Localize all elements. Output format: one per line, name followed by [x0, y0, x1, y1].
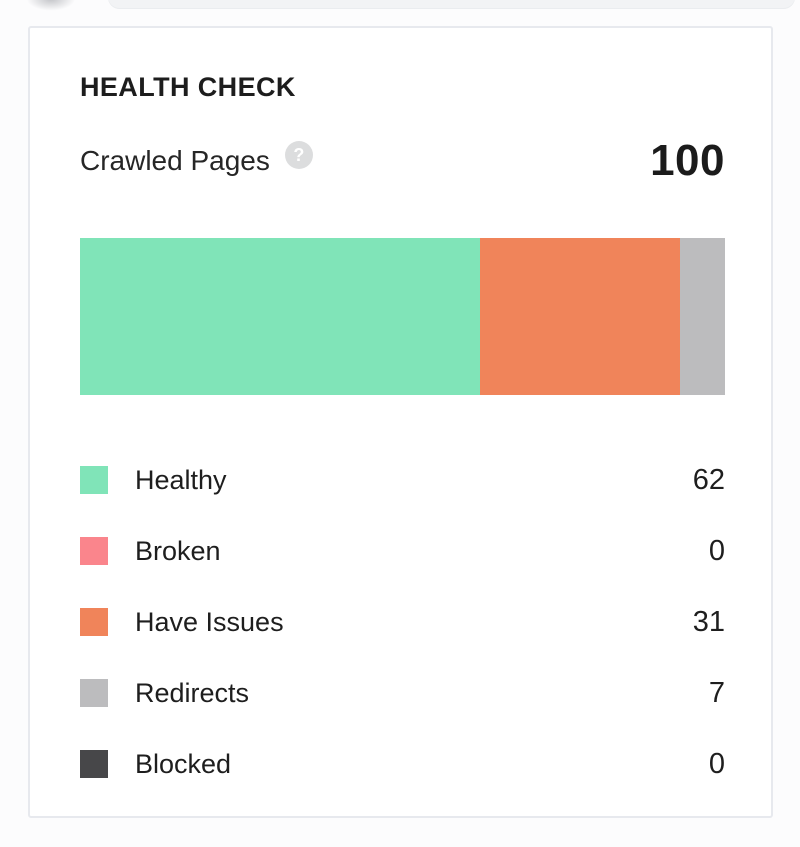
legend-value-broken: 0 [708, 534, 725, 567]
legend-label-redirects: Redirects [135, 677, 250, 708]
bar-segment-redirects[interactable] [679, 238, 725, 395]
legend: Healthy 62 Broken 0 Have Issues 31 Redirects 7 B… [80, 463, 725, 780]
legend-value-blocked: 0 [708, 747, 725, 780]
legend-value-redirects: 7 [708, 676, 725, 709]
card-title: HEALTH CHECK [80, 72, 296, 102]
bar-segment-healthy[interactable] [80, 238, 480, 395]
legend-swatch-have-issues [80, 608, 108, 636]
crawled-pages-row: Crawled Pages ? 100 [80, 136, 725, 185]
crawled-pages-value: 100 [650, 136, 725, 185]
legend-swatch-healthy [80, 466, 108, 494]
legend-value-have-issues: 31 [692, 605, 725, 638]
legend-row-have-issues: Have Issues 31 [80, 605, 725, 638]
legend-swatch-broken [80, 537, 108, 565]
legend-row-healthy: Healthy 62 [80, 463, 725, 496]
stacked-bar [80, 238, 725, 395]
legend-row-blocked: Blocked 0 [80, 747, 725, 780]
legend-row-broken: Broken 0 [80, 534, 725, 567]
legend-swatch-redirects [80, 679, 108, 707]
legend-label-have-issues: Have Issues [135, 606, 284, 637]
crawled-pages-label: Crawled Pages [80, 145, 270, 176]
legend-label-healthy: Healthy [135, 464, 227, 495]
legend-value-healthy: 62 [692, 463, 725, 496]
legend-swatch-blocked [80, 750, 108, 778]
bar-segment-have-issues[interactable] [479, 238, 680, 395]
legend-label-blocked: Blocked [135, 748, 232, 779]
top-edge-remnant-blob [20, 0, 82, 14]
health-check-card: HEALTH CHECK Crawled Pages ? 100 Healthy… [28, 26, 773, 818]
help-question-icon[interactable]: ? [284, 141, 313, 169]
legend-label-broken: Broken [135, 535, 221, 566]
top-edge-remnant-bar [108, 0, 795, 9]
legend-row-redirects: Redirects 7 [80, 676, 725, 709]
